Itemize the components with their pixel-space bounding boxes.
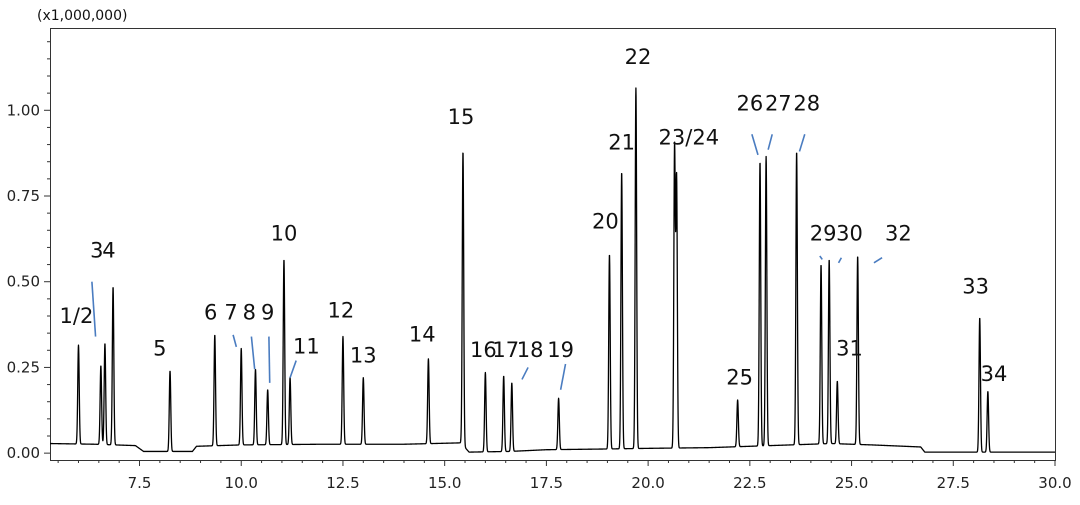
- peak-label: 19: [547, 338, 574, 362]
- peak-label: 32: [885, 222, 912, 246]
- x-tick-label: 25.0: [835, 474, 868, 492]
- y-tick-label: 0.25: [7, 358, 40, 376]
- peak-label: 23/24: [659, 126, 720, 150]
- leader-line: [268, 336, 271, 383]
- peak-label: 3: [90, 239, 103, 263]
- x-tick-label: 17.5: [530, 474, 563, 492]
- peak-leader-lines: [91, 134, 883, 390]
- peak-label: 21: [608, 131, 635, 155]
- x-axis: 7.5 10.0 12.5 15.0 17.5 20.0 22.5 25.0 27.5 30.0: [57, 460, 1072, 492]
- leader-line: [767, 134, 773, 150]
- peak-label: 31: [836, 336, 863, 360]
- leader-line: [250, 336, 256, 370]
- x-tick-label: 27.5: [937, 474, 970, 492]
- plot-frame: [50, 28, 1056, 461]
- leader-line: [289, 360, 297, 378]
- x-tick-label: 10.0: [225, 474, 258, 492]
- peak-label: 26: [736, 91, 763, 115]
- peak-label: 27: [765, 91, 792, 115]
- x-tick-label: 22.5: [733, 474, 766, 492]
- chromatogram-line: [49, 87, 1056, 453]
- leader-line: [91, 281, 97, 337]
- peak-label: 25: [726, 366, 753, 390]
- y-tick-label: 1.00: [7, 101, 40, 119]
- leader-line: [837, 257, 843, 264]
- leader-line: [819, 255, 823, 260]
- y-axis: 0.00 0.25 0.50 0.75 1.00: [7, 41, 50, 462]
- peak-label: 30: [836, 222, 863, 246]
- y-multiplier-label: (x1,000,000): [37, 8, 127, 24]
- peak-label: 12: [328, 299, 355, 323]
- peak-label: 13: [350, 343, 377, 367]
- peak-label: 9: [261, 300, 274, 324]
- peak-label: 8: [243, 300, 256, 324]
- x-tick-label: 30.0: [1038, 474, 1071, 492]
- leader-line: [873, 257, 883, 264]
- peak-label: 11: [293, 335, 320, 359]
- peak-label: 15: [448, 105, 475, 129]
- peak-label: 34: [981, 362, 1008, 386]
- peak-label: 20: [592, 210, 619, 234]
- x-tick-label: 15.0: [428, 474, 461, 492]
- peak-label: 16: [470, 338, 497, 362]
- peak-label: 28: [793, 91, 820, 115]
- x-tick-label: 20.0: [631, 474, 664, 492]
- leader-line: [751, 134, 759, 156]
- leader-line: [559, 363, 567, 390]
- peak-label: 4: [102, 239, 115, 263]
- peak-label: 29: [810, 222, 837, 246]
- peak-label: 7: [224, 300, 237, 324]
- peak-label: 18: [517, 338, 544, 362]
- leader-line: [521, 367, 529, 380]
- y-tick-label: 0.00: [7, 444, 40, 462]
- peak-label: 17: [492, 338, 519, 362]
- chromatogram-trace: [49, 87, 1056, 453]
- peak-label: 10: [271, 222, 298, 246]
- leader-line: [798, 134, 806, 152]
- y-tick-label: 0.75: [7, 187, 40, 205]
- x-tick-label: 7.5: [128, 474, 152, 492]
- peak-label: 6: [204, 300, 217, 324]
- peak-label: 5: [153, 336, 166, 360]
- peak-label: 22: [625, 45, 652, 69]
- peak-label: 14: [409, 323, 436, 347]
- peak-label: 1/2: [60, 304, 94, 328]
- peak-label: 33: [962, 275, 989, 299]
- x-tick-label: 12.5: [326, 474, 359, 492]
- y-tick-label: 0.50: [7, 273, 40, 291]
- leader-line: [232, 334, 238, 348]
